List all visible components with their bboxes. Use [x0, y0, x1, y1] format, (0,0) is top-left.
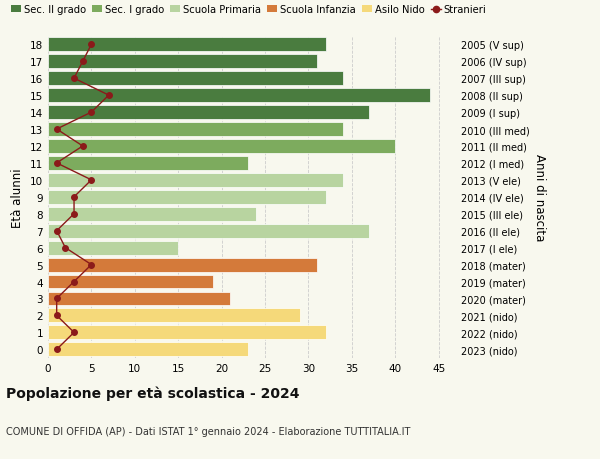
Y-axis label: Età alunni: Età alunni — [11, 168, 25, 227]
Y-axis label: Anni di nascita: Anni di nascita — [533, 154, 546, 241]
Bar — [48, 72, 343, 86]
Bar — [48, 190, 326, 204]
Bar — [48, 224, 369, 238]
Bar — [48, 55, 317, 69]
Bar — [48, 38, 326, 52]
Bar — [48, 157, 248, 170]
Bar — [48, 292, 230, 306]
Text: COMUNE DI OFFIDA (AP) - Dati ISTAT 1° gennaio 2024 - Elaborazione TUTTITALIA.IT: COMUNE DI OFFIDA (AP) - Dati ISTAT 1° ge… — [6, 426, 410, 436]
Bar — [48, 326, 326, 340]
Bar — [48, 106, 369, 120]
Bar — [48, 89, 430, 103]
Bar — [48, 123, 343, 137]
Bar — [48, 309, 300, 323]
Legend: Sec. II grado, Sec. I grado, Scuola Primaria, Scuola Infanzia, Asilo Nido, Stran: Sec. II grado, Sec. I grado, Scuola Prim… — [11, 5, 487, 15]
Bar — [48, 174, 343, 187]
Bar — [48, 342, 248, 357]
Text: Popolazione per età scolastica - 2024: Popolazione per età scolastica - 2024 — [6, 386, 299, 400]
Bar — [48, 241, 178, 255]
Bar — [48, 140, 395, 154]
Bar — [48, 258, 317, 272]
Bar — [48, 207, 256, 221]
Bar — [48, 275, 213, 289]
